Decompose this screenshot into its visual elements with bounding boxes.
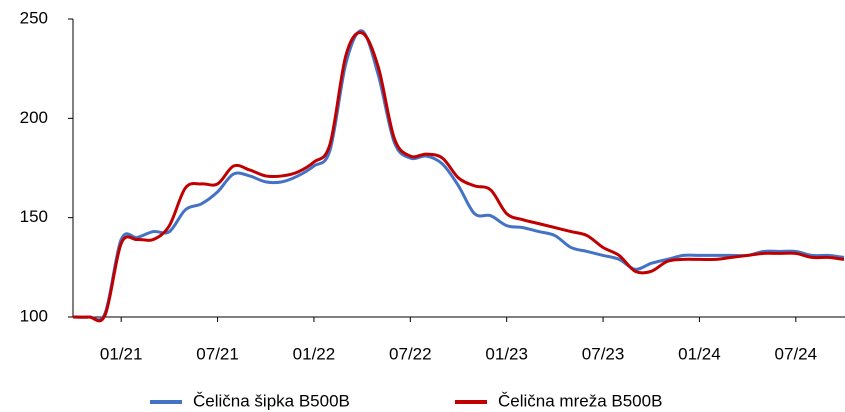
x-tick-label: 01/24 xyxy=(678,344,721,363)
y-tick-label: 200 xyxy=(20,108,48,127)
x-tick-label: 01/21 xyxy=(100,344,143,363)
series-line xyxy=(72,31,845,323)
x-tick-label: 07/24 xyxy=(775,344,818,363)
series-line xyxy=(72,29,845,322)
x-tick-label: 07/23 xyxy=(582,344,625,363)
y-tick-label: 150 xyxy=(20,207,48,226)
x-tick-label: 01/23 xyxy=(485,344,528,363)
legend-label: Čelična šipka B500B xyxy=(193,391,350,410)
y-tick-label: 250 xyxy=(20,8,48,27)
y-tick-label: 100 xyxy=(20,306,48,325)
x-tick-label: 01/22 xyxy=(293,344,336,363)
legend-label: Čelična mreža B500B xyxy=(498,391,662,410)
x-tick-label: 07/21 xyxy=(196,344,239,363)
x-tick-label: 07/22 xyxy=(389,344,432,363)
